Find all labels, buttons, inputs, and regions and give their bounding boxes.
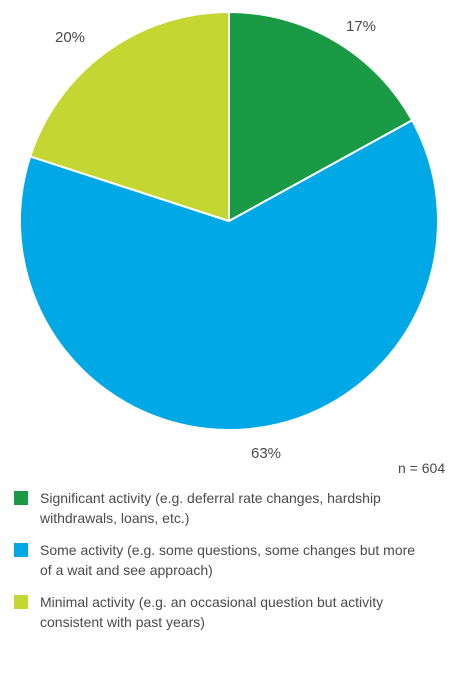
legend-item-significant-activity: Significant activity (e.g. deferral rate…	[14, 488, 461, 528]
legend-item-minimal-activity: Minimal activity (e.g. an occasional que…	[14, 592, 461, 632]
pie-slice-1	[228, 11, 414, 222]
legend-label-line-2: consistent with past years)	[40, 614, 205, 630]
legend-swatch-minimal-activity	[14, 595, 28, 609]
sample-size-annotation: n = 604	[398, 460, 445, 476]
pie-slice-label-1: 17%	[346, 18, 376, 35]
pie-chart-svg: 17% 63% 20% n = 604	[19, 11, 445, 476]
legend-label-line-1: Some activity (e.g. some questions, some…	[40, 542, 416, 558]
legend-swatch-some-activity	[14, 543, 28, 557]
legend-label-line-2: withdrawals, loans, etc.)	[40, 510, 190, 526]
legend-swatch-significant-activity	[14, 491, 28, 505]
pie-slice-label-2: 63%	[251, 445, 281, 462]
pie-slice-2	[19, 119, 439, 431]
legend: Significant activity (e.g. deferral rate…	[14, 488, 461, 644]
legend-item-some-activity: Some activity (e.g. some questions, some…	[14, 540, 461, 580]
legend-label-line-1: Minimal activity (e.g. an occasional que…	[40, 594, 384, 610]
legend-label-line-2: of a wait and see approach)	[40, 562, 213, 578]
pie-slice-3	[29, 11, 230, 222]
pie-slice-labels: 17% 63% 20%	[55, 18, 376, 462]
pie-slices	[19, 11, 439, 431]
pie-chart: 17% 63% 20% n = 604	[19, 11, 445, 476]
legend-label-line-1: Significant activity (e.g. deferral rate…	[40, 490, 381, 506]
pie-slice-label-3: 20%	[55, 29, 85, 46]
